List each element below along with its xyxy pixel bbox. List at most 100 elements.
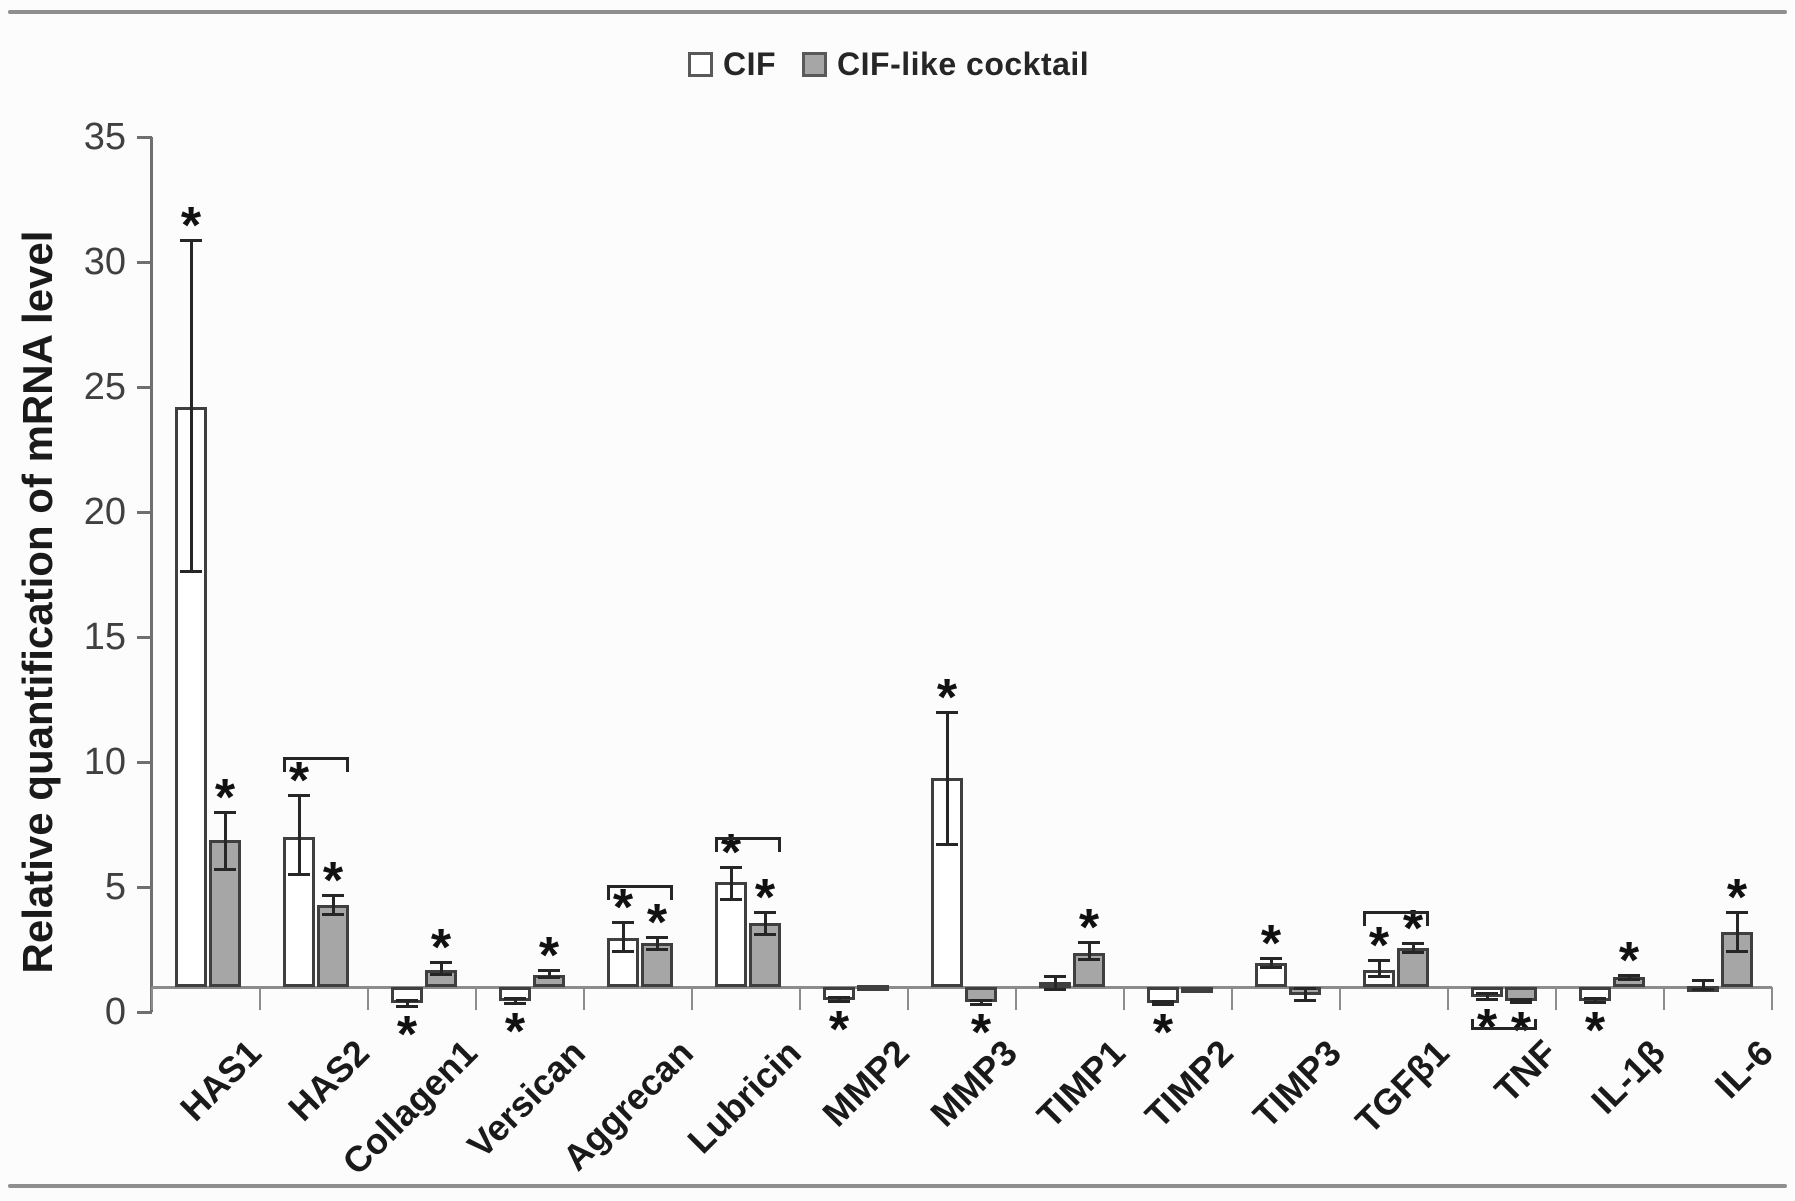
bar-CIF-like-cocktail-Aggrecan <box>641 943 673 987</box>
error-bar-line <box>405 999 409 1007</box>
error-bar-cap <box>612 950 634 953</box>
error-bar-cap <box>1618 973 1640 977</box>
y-tick-label: 5 <box>104 866 126 908</box>
significance-asterisk: * <box>396 1006 418 1064</box>
error-bar-cap <box>322 912 344 916</box>
error-bar-cap <box>1152 999 1174 1003</box>
significance-asterisk: * <box>504 1003 526 1061</box>
error-bar-cap <box>1726 950 1748 953</box>
category-boundary-tick <box>475 987 477 1010</box>
significance-asterisk: * <box>754 869 776 927</box>
error-bar-line <box>547 969 551 979</box>
significance-asterisk: * <box>720 824 742 882</box>
error-bar-line <box>189 239 193 572</box>
legend-label-cif: CIF <box>723 46 777 82</box>
error-bar-cap <box>396 998 418 1002</box>
error-bar-cap <box>430 972 452 976</box>
legend-swatch-cocktail <box>802 52 828 77</box>
significance-asterisk: * <box>646 894 668 952</box>
error-bar-cap <box>828 996 850 999</box>
y-tick-mark <box>137 386 152 389</box>
category-label-TIMP3: TIMP3 <box>1244 1031 1349 1136</box>
error-bar-cap <box>1692 988 1714 991</box>
category-label-Lubricin: Lubricin <box>679 1031 809 1162</box>
pair-bracket <box>607 884 673 900</box>
y-tick-label: 35 <box>83 116 126 158</box>
y-tick-label: 25 <box>83 366 126 408</box>
category-label-HAS2: HAS2 <box>279 1031 377 1129</box>
category-boundary-tick <box>1555 987 1557 1010</box>
error-bar-line <box>331 894 335 915</box>
error-bar-line <box>729 867 733 900</box>
category-label-IL-6: IL-6 <box>1706 1031 1781 1107</box>
significance-asterisk: * <box>970 1003 992 1062</box>
error-bar-cap <box>1692 978 1714 982</box>
category-label-TGFβ1: TGFβ1 <box>1347 1031 1457 1142</box>
pair-bracket <box>1363 910 1429 926</box>
error-bar-cap <box>936 711 958 714</box>
significance-asterisk: * <box>612 879 634 937</box>
error-bar-line <box>223 812 227 870</box>
significance-asterisk: * <box>430 919 452 977</box>
error-bar-cap <box>504 1002 526 1005</box>
error-bar-cap <box>1368 958 1390 962</box>
error-bar-line <box>1411 943 1415 954</box>
error-bar-line <box>655 937 659 950</box>
y-tick-mark <box>137 761 152 764</box>
error-bar-cap <box>1294 998 1316 1002</box>
error-bar-cap <box>1294 987 1316 991</box>
error-bar-cap <box>720 866 742 869</box>
error-bar-line <box>1627 974 1631 980</box>
error-bar-cap <box>1510 1000 1532 1004</box>
error-bar-cap <box>1510 998 1532 1001</box>
significance-asterisk: * <box>1260 915 1282 974</box>
error-bar-cap <box>1402 942 1424 946</box>
significance-asterisk: * <box>1584 1002 1606 1061</box>
pair-bracket <box>715 837 781 852</box>
category-boundary-tick <box>691 987 693 1010</box>
error-bar-cap <box>1402 951 1424 955</box>
significance-asterisk: * <box>1402 900 1424 959</box>
error-bar-cap <box>1078 941 1100 944</box>
error-bar-cap <box>1476 998 1498 1001</box>
bar-CIF-like-cocktail-TIMP2 <box>1181 987 1213 993</box>
error-bar-cap <box>1584 1001 1606 1005</box>
error-bar-line <box>1303 988 1307 1001</box>
significance-asterisk: * <box>1078 899 1100 957</box>
error-bar-cap <box>180 570 202 573</box>
y-axis-line <box>150 137 153 1012</box>
error-bar-cap <box>754 932 776 936</box>
error-bar-cap <box>646 936 668 939</box>
error-bar-cap <box>720 897 742 901</box>
category-boundary-tick <box>259 987 261 1010</box>
category-boundary-tick <box>1447 987 1449 1010</box>
error-bar-line <box>945 712 949 845</box>
error-bar-cap <box>754 911 776 914</box>
error-bar-cap <box>828 1000 850 1003</box>
error-bar-cap <box>504 997 526 1001</box>
y-tick-mark <box>137 261 152 264</box>
error-bar-cap <box>430 961 452 964</box>
y-axis-title: Relative quantification of mRNA level <box>14 230 61 974</box>
error-bar-line <box>1161 1000 1165 1005</box>
y-tick-label: 15 <box>83 616 126 658</box>
category-label-HAS1: HAS1 <box>171 1031 269 1129</box>
error-bar-line <box>1053 975 1057 990</box>
error-bar-cap <box>180 238 202 242</box>
error-bar-line <box>1087 942 1091 960</box>
significance-asterisk: * <box>1368 916 1390 975</box>
pair-bracket <box>283 757 349 772</box>
error-bar-cap <box>538 976 560 980</box>
y-tick-mark <box>137 1011 152 1014</box>
category-boundary-tick <box>799 987 801 1010</box>
y-tick-label: 0 <box>104 991 126 1033</box>
error-bar-cap <box>1368 975 1390 978</box>
category-boundary-tick <box>367 987 369 1010</box>
legend-item-cocktail: CIF-like cocktail <box>802 46 1089 83</box>
legend-item-cif: CIF <box>688 46 776 83</box>
category-boundary-tick <box>1771 987 1773 1010</box>
error-bar-cap <box>288 793 310 797</box>
error-bar-cap <box>214 867 236 871</box>
error-bar-line <box>763 912 767 935</box>
